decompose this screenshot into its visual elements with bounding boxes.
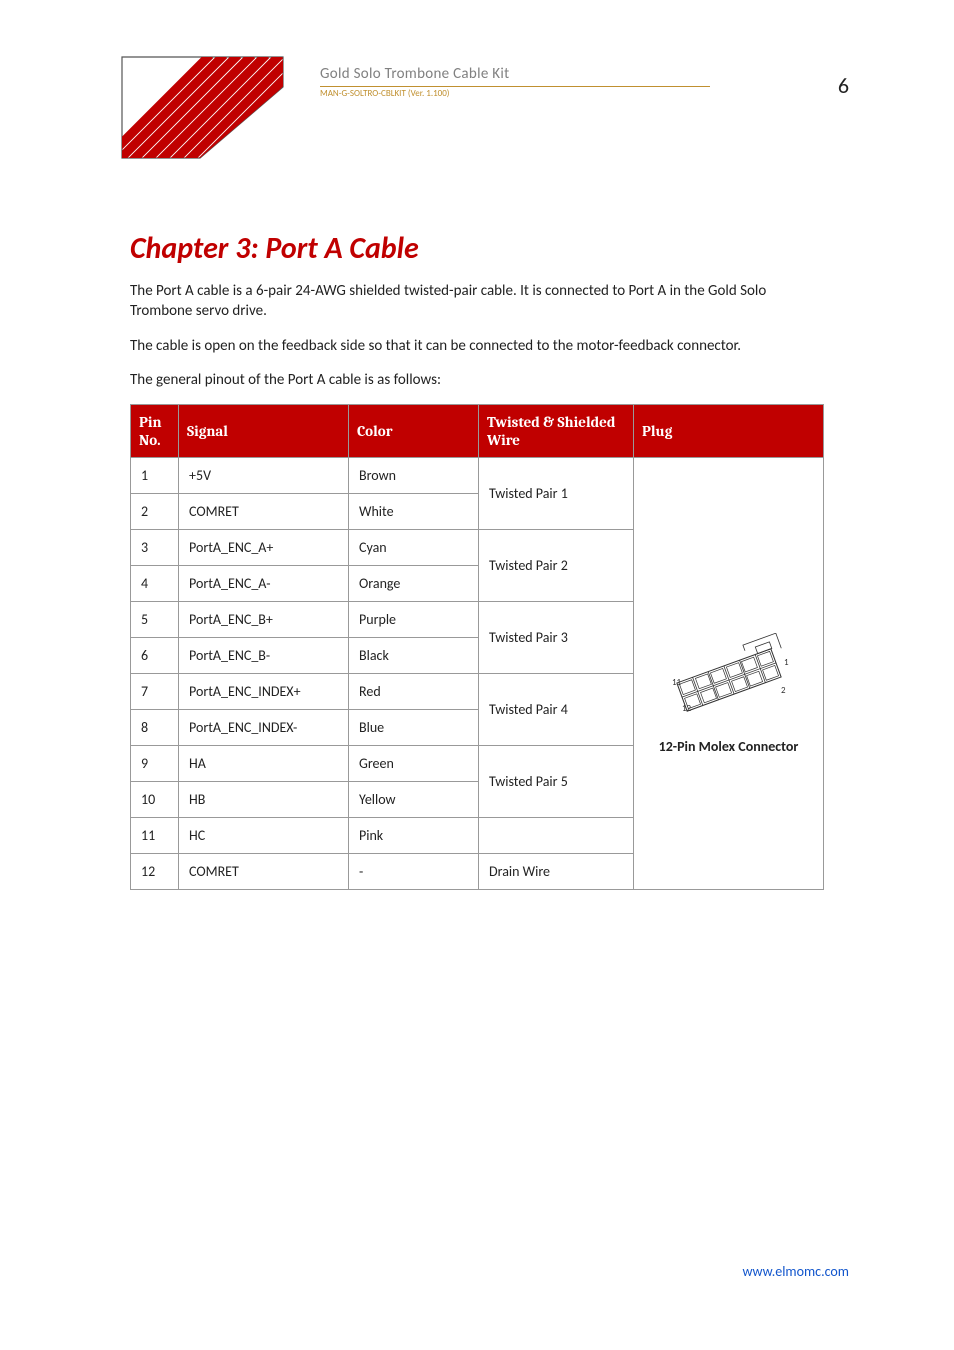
cell-plug: 11 1 12 2 12-Pin Molex Connector [634, 458, 824, 890]
cell-signal: +5V [179, 458, 349, 494]
cell-pin: 7 [131, 674, 179, 710]
cell-color: Orange [349, 566, 479, 602]
cell-pin: 9 [131, 746, 179, 782]
document-subtitle: MAN-G-SOLTRO-CBLKIT (Ver. 1.100) [320, 86, 710, 99]
cell-color: Yellow [349, 782, 479, 818]
cell-color: Blue [349, 710, 479, 746]
cell-signal: PortA_ENC_INDEX- [179, 710, 349, 746]
chapter-heading: Chapter 3: Port A Cable [130, 230, 824, 267]
cell-signal: COMRET [179, 494, 349, 530]
col-header-plug: Plug [634, 405, 824, 458]
connector-pin-label-1: 1 [784, 657, 789, 668]
cell-signal: PortA_ENC_A- [179, 566, 349, 602]
cell-twist: Twisted Pair 3 [479, 602, 634, 674]
col-header-pin: Pin No. [131, 405, 179, 458]
col-header-twist: Twisted & Shielded Wire [479, 405, 634, 458]
cell-color: Cyan [349, 530, 479, 566]
intro-paragraph-2: The cable is open on the feedback side s… [130, 336, 824, 356]
connector-pin-label-2: 2 [781, 685, 786, 696]
cell-pin: 8 [131, 710, 179, 746]
cell-twist: Twisted Pair 4 [479, 674, 634, 746]
cell-signal: HA [179, 746, 349, 782]
cell-color: Purple [349, 602, 479, 638]
cell-pin: 3 [131, 530, 179, 566]
cell-twist: Twisted Pair 2 [479, 530, 634, 602]
col-header-color: Color [349, 405, 479, 458]
cell-color: Red [349, 674, 479, 710]
cell-signal: PortA_ENC_B+ [179, 602, 349, 638]
footer-website-link[interactable]: www.elmomc.com [742, 1263, 849, 1280]
cell-pin: 4 [131, 566, 179, 602]
intro-paragraph-3: The general pinout of the Port A cable i… [130, 370, 824, 390]
cell-pin: 11 [131, 818, 179, 854]
cell-signal: HC [179, 818, 349, 854]
table-header-row: Pin No. Signal Color Twisted & Shielded … [131, 405, 824, 458]
intro-paragraph-1: The Port A cable is a 6-pair 24-AWG shie… [130, 281, 824, 322]
cell-pin: 12 [131, 854, 179, 890]
cell-signal: COMRET [179, 854, 349, 890]
document-title: Gold Solo Trombone Cable Kit [320, 65, 509, 83]
cell-twist [479, 818, 634, 854]
cell-color: Green [349, 746, 479, 782]
connector-pin-label-11: 11 [672, 677, 682, 688]
pinout-table: Pin No. Signal Color Twisted & Shielded … [130, 404, 824, 890]
page-content: Chapter 3: Port A Cable The Port A cable… [0, 230, 954, 890]
connector-diagram: 11 1 12 2 [664, 633, 794, 728]
cell-signal: HB [179, 782, 349, 818]
col-header-signal: Signal [179, 405, 349, 458]
page-number: 6 [838, 72, 849, 99]
cell-twist: Twisted Pair 1 [479, 458, 634, 530]
cell-color: White [349, 494, 479, 530]
cell-pin: 5 [131, 602, 179, 638]
cell-pin: 2 [131, 494, 179, 530]
table-row: 1 +5V Brown Twisted Pair 1 [131, 458, 824, 494]
connector-pin-label-12: 12 [682, 703, 692, 714]
page-header: Gold Solo Trombone Cable Kit MAN-G-SOLTR… [0, 0, 954, 170]
cell-twist: Drain Wire [479, 854, 634, 890]
company-logo [120, 55, 285, 160]
cell-pin: 1 [131, 458, 179, 494]
cell-pin: 10 [131, 782, 179, 818]
cell-signal: PortA_ENC_B- [179, 638, 349, 674]
cell-color: Pink [349, 818, 479, 854]
cell-color: Black [349, 638, 479, 674]
cell-pin: 6 [131, 638, 179, 674]
connector-caption: 12-Pin Molex Connector [644, 738, 813, 755]
cell-twist: Twisted Pair 5 [479, 746, 634, 818]
cell-color: Brown [349, 458, 479, 494]
cell-color: - [349, 854, 479, 890]
cell-signal: PortA_ENC_INDEX+ [179, 674, 349, 710]
cell-signal: PortA_ENC_A+ [179, 530, 349, 566]
